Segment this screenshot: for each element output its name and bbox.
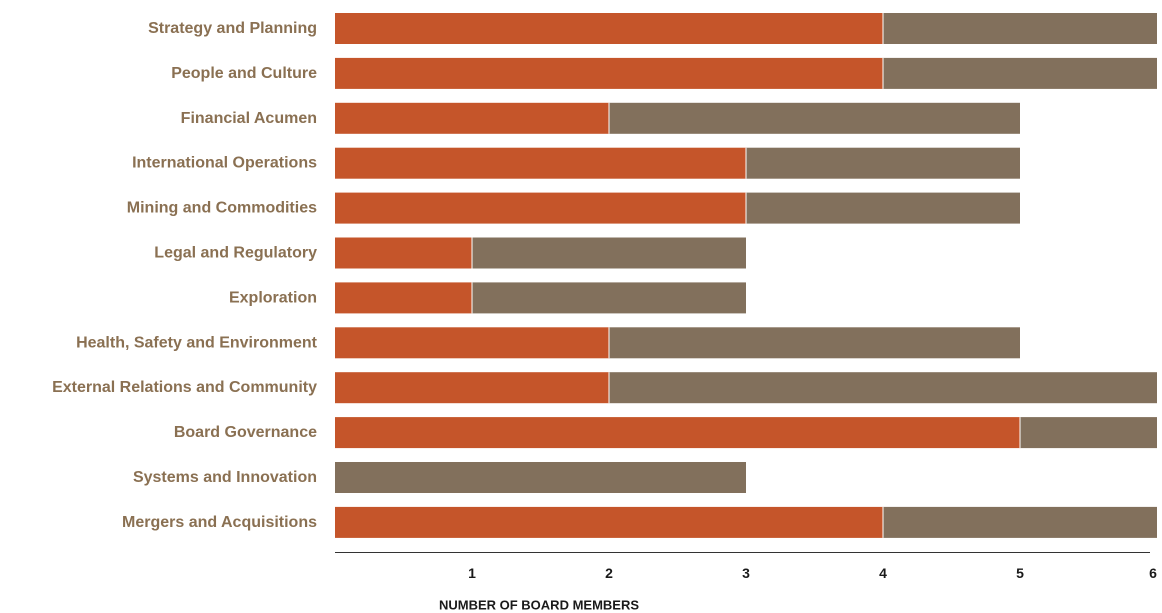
category-label: Legal and Regulatory (154, 245, 317, 262)
bar-segment-2 (883, 57, 1157, 89)
bar-segment-2 (609, 327, 1020, 359)
bar-segment-2 (609, 372, 1157, 404)
category-label: Mining and Commodities (127, 200, 317, 217)
bar-segment-2 (1020, 417, 1157, 449)
bar-segment-2 (883, 506, 1157, 538)
x-tick-label: 1 (468, 565, 476, 581)
category-label: Board Governance (174, 424, 317, 441)
x-tick-label: 6 (1149, 565, 1157, 581)
bar-segment-1 (335, 102, 609, 134)
category-label: Health, Safety and Environment (76, 334, 318, 351)
category-labels: Strategy and Planning People and Culture F… (52, 20, 318, 531)
x-tick-label: 5 (1016, 565, 1024, 581)
bar-segment-1 (335, 13, 883, 44)
bar-segment-1 (335, 327, 609, 359)
bar-segment-1 (335, 237, 472, 269)
category-label: Exploration (229, 289, 317, 306)
x-tick-label: 3 (742, 565, 750, 581)
bar-segment-2 (883, 13, 1157, 44)
bar-segment-2 (472, 282, 746, 314)
category-label: Strategy and Planning (148, 20, 317, 37)
x-tick-label: 2 (605, 565, 613, 581)
bar-segment-1 (335, 506, 883, 538)
bar-segment-2 (472, 237, 746, 269)
bar-segment-1 (335, 147, 746, 179)
category-label: Mergers and Acquisitions (122, 514, 317, 531)
bar-segment-1 (335, 372, 609, 404)
bar-segment-1 (335, 417, 1020, 449)
bar-segment-1 (335, 282, 472, 314)
x-tick-labels: 1 2 3 4 5 6 (468, 565, 1157, 581)
category-label: People and Culture (171, 65, 317, 82)
category-label: International Operations (132, 155, 317, 172)
bar-segment-2 (609, 102, 1020, 134)
bar-segment-2 (746, 192, 1020, 224)
category-label: External Relations and Community (52, 379, 317, 396)
bar-segment-1 (335, 57, 883, 89)
bars-group (335, 13, 1157, 538)
bar-segment-1 (335, 192, 746, 224)
bar-segment-2 (746, 147, 1020, 179)
category-label: Systems and Innovation (133, 469, 317, 486)
category-label: Financial Acumen (181, 110, 317, 127)
x-tick-label: 4 (879, 565, 887, 581)
bar-segment-2 (335, 462, 746, 493)
x-axis-title: NUMBER OF BOARD MEMBERS (439, 598, 639, 613)
